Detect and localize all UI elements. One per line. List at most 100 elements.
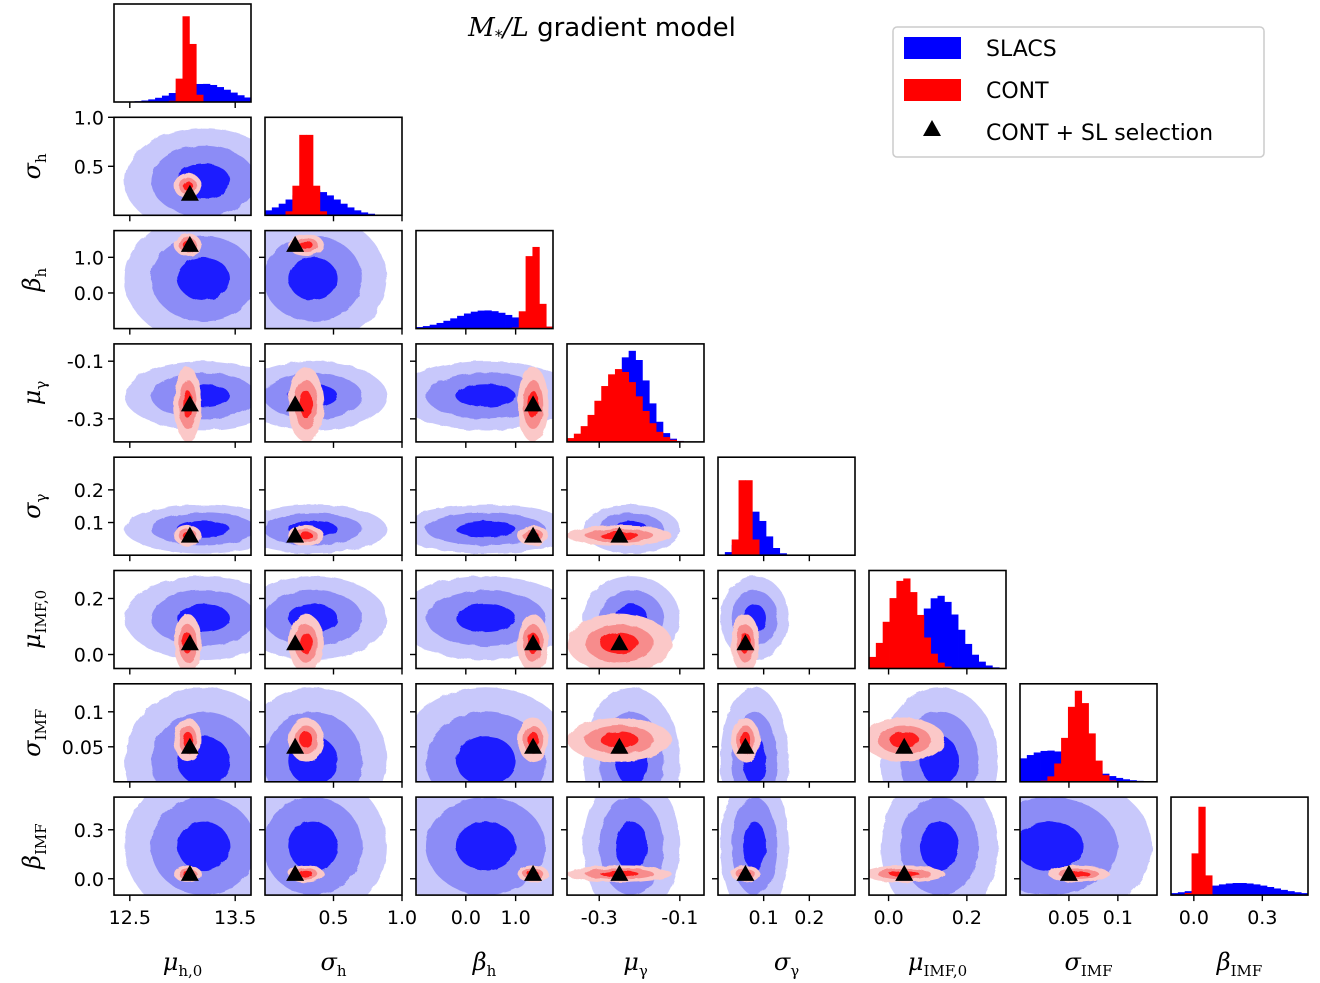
panel-frame: [566, 569, 705, 670]
hist-bar-slacs: [1294, 892, 1302, 896]
hist-bar-slacs: [971, 654, 979, 669]
contour-slacs-level-3: [455, 520, 516, 538]
hist-bar-cont: [518, 311, 526, 329]
hist-bar-slacs: [1033, 752, 1041, 782]
y-axis-label-2: βh: [18, 267, 50, 292]
hist-bar-slacs: [1020, 758, 1028, 782]
hist-bar-slacs: [209, 84, 218, 102]
hist-bar-cont: [182, 16, 190, 102]
hist-bar-slacs: [491, 311, 499, 329]
hist-bar-cont: [189, 43, 197, 102]
y-tick-label: -0.1: [67, 351, 104, 373]
hist-bar-cont: [175, 78, 183, 102]
panel-1-2: [259, 229, 403, 335]
hist-bar-cont: [614, 369, 623, 442]
x-axis-label-2: βh: [472, 948, 497, 980]
panel-frame: [717, 456, 856, 557]
x-axis-label-5: μIMF,0: [908, 948, 967, 980]
x-tick-label: 0.0: [873, 907, 903, 929]
hist-bar-cont: [594, 400, 602, 442]
contour-slacs-level-3: [455, 736, 516, 782]
hist-bar-slacs: [285, 199, 293, 216]
hist-bar-slacs: [1047, 750, 1055, 782]
hist-bar-cont: [869, 656, 877, 669]
hist-bar-slacs: [978, 661, 986, 669]
panel-5-5: [868, 569, 1007, 675]
hist-bar-cont: [608, 374, 616, 442]
svg-text:M*/L gradient model: M*/L gradient model: [467, 13, 736, 45]
panel-1-4: [259, 456, 403, 562]
hist-bar-slacs: [161, 95, 170, 102]
hist-bar-slacs: [278, 203, 286, 216]
x-tick-label: -0.3: [581, 907, 618, 929]
truth-marker: [286, 634, 305, 651]
hist-bar-slacs: [958, 629, 966, 669]
chart-title-suffix: gradient model: [529, 13, 736, 43]
hist-bar-cont: [1074, 690, 1083, 782]
hist-bar-slacs: [354, 210, 362, 216]
panel-5-6: [863, 682, 1007, 788]
x-tick-label: 0.2: [952, 907, 982, 929]
hist-bar-cont: [937, 662, 945, 669]
chart-title-rest: /L: [500, 13, 529, 43]
hist-bar-slacs: [484, 310, 492, 329]
contour-slacs-level-3: [455, 821, 516, 871]
legend-swatch-slacs: [904, 37, 961, 59]
y-tick-label: 0.2: [74, 589, 104, 611]
hist-bar-cont: [1088, 733, 1096, 782]
panel-frame: [717, 682, 856, 783]
hist-bar-slacs: [1225, 883, 1234, 896]
x-tick-label: 0.2: [794, 907, 824, 929]
panel-4-5: [712, 569, 856, 675]
y-tick-label: 0.5: [74, 156, 104, 178]
truth-marker: [524, 864, 543, 881]
panel-0-3: -0.3 -0.1: [67, 343, 252, 448]
contour-cont-level-3: [299, 870, 313, 877]
panel-0-5: 0.0 0.2: [74, 569, 252, 675]
y-tick-label: 0.05: [62, 737, 104, 759]
panel-2-3: [410, 343, 554, 448]
hist-bar-cont: [1061, 737, 1069, 782]
panel-5-7: 0.0 0.2: [863, 796, 1007, 929]
hist-bar-slacs: [450, 318, 458, 329]
panel-2-6: [410, 682, 554, 788]
truth-marker: [180, 184, 199, 201]
hist-bar-slacs: [759, 520, 767, 556]
truth-marker: [286, 235, 305, 252]
hist-bar-slacs: [347, 207, 355, 216]
hist-bar-slacs: [223, 89, 231, 102]
hist-bar-cont: [628, 382, 636, 442]
hist-bar-cont: [567, 438, 575, 442]
contour-slacs-level-3: [455, 604, 516, 633]
hist-bar-cont: [882, 621, 890, 669]
panel-frame: [717, 796, 856, 896]
panel-3-3: [566, 343, 705, 448]
panel-frame: [415, 456, 554, 557]
contour-cont-level-3: [299, 240, 313, 249]
hist-bar-slacs: [319, 192, 328, 216]
panel-frame: [1019, 682, 1158, 783]
hist-bar-cont: [525, 256, 533, 329]
hist-bar-cont: [319, 211, 328, 216]
panel-frame: [566, 796, 705, 896]
panel-1-3: [259, 343, 403, 448]
legend-frame: [892, 26, 1265, 158]
hist-bar-cont: [738, 480, 746, 556]
hist-bar-cont: [1081, 703, 1089, 782]
hist-bar-cont: [896, 580, 904, 669]
panel-frame: [566, 343, 705, 443]
truth-marker: [736, 634, 755, 651]
contour-cont-level-3: [299, 531, 313, 540]
hist-bar-slacs: [1246, 883, 1254, 896]
panel-0-0: [113, 3, 252, 108]
panel-0-6: 0.05 0.1: [62, 682, 252, 788]
legend-swatch-cont: [904, 79, 961, 101]
hist-bar-slacs: [1280, 889, 1288, 896]
hist-bar-cont: [916, 614, 925, 669]
panel-frame: [868, 796, 1007, 896]
x-tick-label: 13.5: [214, 907, 256, 929]
y-axis-label-4: σγ: [18, 493, 50, 518]
hist-bar-cont: [1067, 706, 1076, 782]
panel-4-6: [712, 682, 856, 788]
hist-bar-slacs: [779, 553, 787, 556]
